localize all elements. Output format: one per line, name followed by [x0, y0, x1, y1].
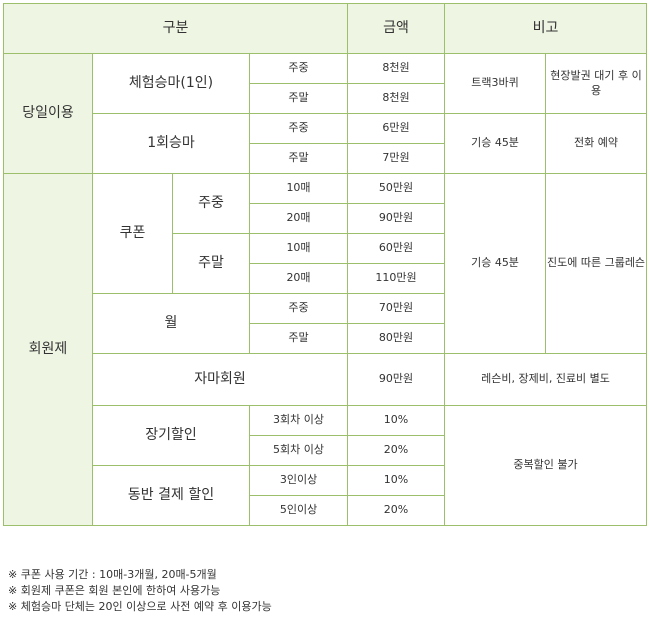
one-ride-note2: 전화 예약 — [545, 113, 648, 174]
trial-weekend-price: 8천원 — [347, 83, 446, 114]
header-amount: 금액 — [347, 3, 446, 54]
one-ride-weekend-price: 7만원 — [347, 143, 446, 174]
companion-rate1: 10% — [347, 465, 446, 496]
trial-label: 체험승마(1인) — [92, 53, 250, 114]
discount-note: 중복할인 불가 — [444, 405, 648, 526]
coupon-weekend-20: 20매 — [248, 263, 349, 294]
long-term-rate2: 20% — [347, 435, 446, 466]
table-row: 주말 80만원 — [4, 323, 647, 354]
coupon-weekday-20-price: 90만원 — [347, 203, 446, 234]
one-ride-weekday: 주중 — [248, 113, 349, 144]
companion-rate2: 20% — [347, 495, 446, 526]
monthly-weekend: 주말 — [248, 323, 349, 354]
price-table: 구분 금액 비고 당일이용 체험승마(1인) 주중 8천원 트랙3바퀴 현장발권… — [2, 3, 648, 526]
footnotes: ※ 쿠폰 사용 기간 : 10매-3개월, 20매-5개월 ※ 회원제 쿠폰은 … — [8, 567, 272, 615]
table-row: 1회승마 주중 6만원 기승 45분 전화 예약 — [4, 113, 648, 174]
footnote: ※ 회원제 쿠폰은 회원 본인에 한하여 사용가능 — [8, 584, 221, 597]
coupon-weekday-10: 10매 — [248, 173, 349, 204]
coupon-weekend-20-price: 110만원 — [347, 263, 446, 294]
long-term-label: 장기할인 — [92, 405, 250, 466]
coupon-note1: 기승 45분 — [444, 173, 547, 354]
companion-label: 동반 결제 할인 — [92, 465, 250, 526]
companion-cond1: 3인이상 — [248, 465, 349, 496]
monthly-weekday-price: 70만원 — [347, 293, 446, 324]
coupon-weekend-10: 10매 — [248, 233, 349, 264]
monthly-weekend-price: 80만원 — [347, 323, 446, 354]
group-daily: 당일이용 — [3, 53, 93, 174]
trial-weekday: 주중 — [248, 53, 349, 84]
table-row: 장기할인 3회차 이상 10% 중복할인 불가 — [4, 405, 648, 526]
footnote: ※ 체험승마 단체는 20인 이상으로 사전 예약 후 이용가능 — [8, 600, 272, 613]
coupon-weekend-10-price: 60만원 — [347, 233, 446, 264]
coupon-weekday-20: 20매 — [248, 203, 349, 234]
header-row: 구분 금액 비고 — [2, 3, 648, 54]
monthly-weekday: 주중 — [248, 293, 349, 324]
group-membership: 회원제 — [3, 173, 93, 526]
long-term-rate1: 10% — [347, 405, 446, 436]
header-remarks: 비고 — [444, 3, 648, 54]
long-term-cond1: 3회차 이상 — [248, 405, 349, 436]
horse-member-price: 90만원 — [347, 353, 446, 406]
header-category: 구분 — [2, 3, 349, 54]
horse-member-label: 자마회원 — [91, 353, 349, 406]
table-row: 당일이용 체험승마(1인) 주중 8천원 트랙3바퀴 현장발권 대기 후 이용 — [3, 53, 648, 174]
long-term-cond2: 5회차 이상 — [248, 435, 349, 466]
one-ride-label: 1회승마 — [92, 113, 250, 174]
table-row: 5회차 이상 20% — [4, 435, 647, 466]
table-row: 주말 8천원 — [4, 83, 647, 114]
table-row: 주말 10매 60만원 — [4, 233, 647, 294]
one-ride-weekend: 주말 — [248, 143, 349, 174]
coupon-weekend: 주말 — [172, 233, 250, 294]
trial-note1: 트랙3바퀴 — [444, 53, 547, 114]
table-row: 주말 7만원 — [4, 143, 647, 174]
table-row: 5인이상 20% — [4, 495, 647, 526]
monthly-label: 월 — [92, 293, 250, 354]
footnote: ※ 쿠폰 사용 기간 : 10매-3개월, 20매-5개월 — [8, 568, 217, 581]
table-row: 동반 결제 할인 3인이상 10% — [4, 465, 647, 526]
trial-weekend: 주말 — [248, 83, 349, 114]
trial-weekday-price: 8천원 — [347, 53, 446, 84]
table-row: 20매 90만원 — [4, 203, 647, 234]
coupon-label: 쿠폰 — [92, 173, 173, 294]
one-ride-weekday-price: 6만원 — [347, 113, 446, 144]
coupon-weekday-10-price: 50만원 — [347, 173, 446, 204]
table-row: 20매 110만원 — [4, 263, 647, 294]
table-row: 회원제 쿠폰 주중 10매 50만원 기승 45분 진도에 따른 그룹레슨 — [3, 173, 648, 526]
one-ride-note1: 기승 45분 — [444, 113, 547, 174]
horse-member-note: 레슨비, 장제비, 진료비 별도 — [444, 353, 648, 406]
trial-note2: 현장발권 대기 후 이용 — [545, 53, 648, 114]
coupon-note2: 진도에 따른 그룹레슨 — [545, 173, 648, 354]
table-row: 월 주중 70만원 — [4, 293, 647, 354]
companion-cond2: 5인이상 — [248, 495, 349, 526]
table-row: 자마회원 90만원 레슨비, 장제비, 진료비 별도 — [4, 353, 648, 406]
coupon-weekday: 주중 — [172, 173, 250, 234]
